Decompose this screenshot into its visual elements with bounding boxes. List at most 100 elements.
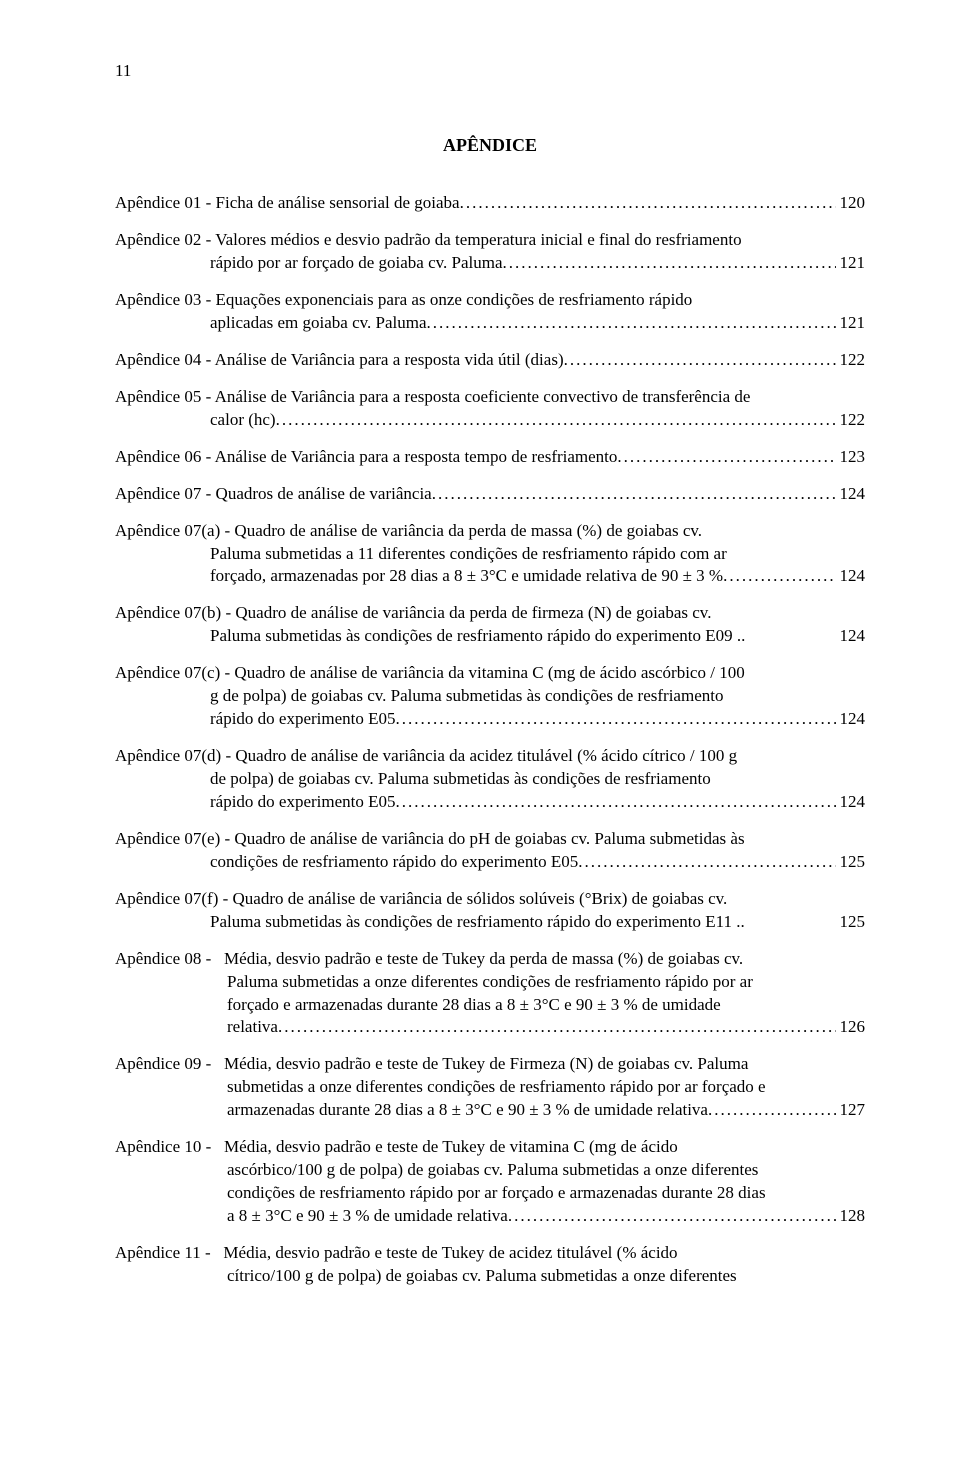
toc-entry-text: Paluma submetidas às condições de resfri… (210, 911, 745, 934)
toc-entry-text: calor (hc) (210, 409, 276, 432)
toc-entry-line: de polpa) de goiabas cv. Paluma submetid… (115, 768, 865, 791)
dot-leader (503, 252, 836, 275)
toc-entry-line: forçado, armazenadas por 28 dias a 8 ± 3… (115, 565, 865, 588)
toc-entry-line: Apêndice 02 - Valores médios e desvio pa… (115, 229, 865, 252)
toc-entry-line: Paluma submetidas a onze diferentes cond… (115, 971, 865, 994)
toc-entry-text: condições de resfriamento rápido por ar … (227, 1182, 766, 1205)
toc-page-number: 124 (836, 708, 866, 731)
toc-entry-line: Apêndice 07(a) - Quadro de análise de va… (115, 520, 865, 543)
toc-entry-line: g de polpa) de goiabas cv. Paluma submet… (115, 685, 865, 708)
toc-entry: Apêndice 04 - Análise de Variância para … (115, 349, 865, 372)
toc-entry: Apêndice 08 - Média, desvio padrão e tes… (115, 948, 865, 1040)
toc-entry-text: cítrico/100 g de polpa) de goiabas cv. P… (227, 1265, 737, 1288)
dot-leader (564, 349, 836, 372)
toc-entry-text: condições de resfriamento rápido do expe… (210, 851, 578, 874)
toc-entry: Apêndice 07(b) - Quadro de análise de va… (115, 602, 865, 648)
toc-page-number: 127 (836, 1099, 866, 1122)
toc-entry-line: aplicadas em goiaba cv. Paluma121 (115, 312, 865, 335)
toc-entry-text: rápido do experimento E05 (210, 791, 396, 814)
toc-entries-container: Apêndice 01 - Ficha de análise sensorial… (115, 192, 865, 1288)
toc-entry-text: relativa (227, 1016, 278, 1039)
toc-entry-text: Apêndice 04 - Análise de Variância para … (115, 349, 564, 372)
toc-page-number: 123 (836, 446, 866, 469)
toc-entry-line: Apêndice 10 - Média, desvio padrão e tes… (115, 1136, 865, 1159)
toc-page-number: 122 (836, 409, 866, 432)
toc-entry-line: Apêndice 07(d) - Quadro de análise de va… (115, 745, 865, 768)
toc-page-number: 125 (836, 911, 866, 934)
toc-entry-text: Apêndice 06 - Análise de Variância para … (115, 446, 617, 469)
toc-entry: Apêndice 05 - Análise de Variância para … (115, 386, 865, 432)
toc-entry: Apêndice 07 - Quadros de análise de vari… (115, 483, 865, 506)
toc-entry: Apêndice 07(d) - Quadro de análise de va… (115, 745, 865, 814)
toc-page-number: 122 (836, 349, 866, 372)
toc-entry-text: Apêndice 08 - Média, desvio padrão e tes… (115, 948, 743, 971)
toc-entry: Apêndice 07(e) - Quadro de análise de va… (115, 828, 865, 874)
toc-entry-line: rápido por ar forçado de goiaba cv. Palu… (115, 252, 865, 275)
toc-entry-text: ascórbico/100 g de polpa) de goiabas cv.… (227, 1159, 758, 1182)
toc-entry-line: ascórbico/100 g de polpa) de goiabas cv.… (115, 1159, 865, 1182)
toc-page-number: 124 (836, 791, 866, 814)
dot-leader (460, 192, 836, 215)
toc-entry-text: Apêndice 02 - Valores médios e desvio pa… (115, 229, 742, 252)
toc-entry-text: submetidas a onze diferentes condições d… (227, 1076, 766, 1099)
toc-entry-text: forçado e armazenadas durante 28 dias a … (227, 994, 721, 1017)
toc-entry-text: forçado, armazenadas por 28 dias a 8 ± 3… (210, 565, 723, 588)
toc-entry-line: armazenadas durante 28 dias a 8 ± 3°C e … (115, 1099, 865, 1122)
toc-entry-line: Apêndice 05 - Análise de Variância para … (115, 386, 865, 409)
page-number: 11 (115, 60, 865, 83)
toc-entry-line: Apêndice 09 - Média, desvio padrão e tes… (115, 1053, 865, 1076)
dot-leader (396, 791, 836, 814)
toc-entry-line: rápido do experimento E05 124 (115, 791, 865, 814)
toc-entry-text: a 8 ± 3°C e 90 ± 3 % de umidade relativa (227, 1205, 508, 1228)
toc-entry-line: Apêndice 07 - Quadros de análise de vari… (115, 483, 865, 506)
toc-entry-text: Paluma submetidas a 11 diferentes condiç… (210, 543, 727, 566)
toc-entry-line: condições de resfriamento rápido por ar … (115, 1182, 865, 1205)
toc-entry-line: Apêndice 07(f) - Quadro de análise de va… (115, 888, 865, 911)
toc-entry: Apêndice 07(f) - Quadro de análise de va… (115, 888, 865, 934)
toc-entry-text: g de polpa) de goiabas cv. Paluma submet… (210, 685, 723, 708)
toc-entry-text: Apêndice 07(f) - Quadro de análise de va… (115, 888, 727, 911)
toc-entry: Apêndice 02 - Valores médios e desvio pa… (115, 229, 865, 275)
toc-entry-text: Apêndice 11 - Média, desvio padrão e tes… (115, 1242, 678, 1265)
dot-leader (427, 312, 836, 335)
toc-entry-line: Apêndice 01 - Ficha de análise sensorial… (115, 192, 865, 215)
toc-entry-text: Apêndice 01 - Ficha de análise sensorial… (115, 192, 460, 215)
dot-leader (396, 708, 836, 731)
toc-entry-line: relativa 126 (115, 1016, 865, 1039)
toc-entry-text: Apêndice 07(a) - Quadro de análise de va… (115, 520, 702, 543)
dot-leader (708, 1099, 836, 1122)
dot-leader (578, 851, 835, 874)
toc-page-number: 124 (836, 483, 866, 506)
toc-entry-text: Apêndice 09 - Média, desvio padrão e tes… (115, 1053, 748, 1076)
toc-entry-line: rápido do experimento E05 124 (115, 708, 865, 731)
toc-entry-text: Paluma submetidas a onze diferentes cond… (227, 971, 753, 994)
toc-entry-text: Apêndice 07(d) - Quadro de análise de va… (115, 745, 737, 768)
appendix-title: APÊNDICE (115, 133, 865, 157)
toc-entry-line: Paluma submetidas a 11 diferentes condiç… (115, 543, 865, 566)
toc-entry-text: Apêndice 07 - Quadros de análise de vari… (115, 483, 432, 506)
toc-entry-text: Apêndice 10 - Média, desvio padrão e tes… (115, 1136, 678, 1159)
toc-entry-line: Apêndice 04 - Análise de Variância para … (115, 349, 865, 372)
toc-entry-line: forçado e armazenadas durante 28 dias a … (115, 994, 865, 1017)
toc-entry-line: condições de resfriamento rápido do expe… (115, 851, 865, 874)
toc-entry-line: submetidas a onze diferentes condições d… (115, 1076, 865, 1099)
toc-entry: Apêndice 11 - Média, desvio padrão e tes… (115, 1242, 865, 1288)
toc-entry-line: a 8 ± 3°C e 90 ± 3 % de umidade relativa… (115, 1205, 865, 1228)
toc-entry-text: rápido do experimento E05 (210, 708, 396, 731)
toc-entry: Apêndice 03 - Equações exponenciais para… (115, 289, 865, 335)
toc-entry: Apêndice 07(c) - Quadro de análise de va… (115, 662, 865, 731)
toc-page-number: 120 (836, 192, 866, 215)
toc-page-number: 124 (836, 625, 866, 648)
toc-page-number: 128 (836, 1205, 866, 1228)
toc-entry-line: Apêndice 07(e) - Quadro de análise de va… (115, 828, 865, 851)
toc-entry: Apêndice 07(a) - Quadro de análise de va… (115, 520, 865, 589)
dot-leader (278, 1016, 836, 1039)
toc-entry-line: calor (hc) 122 (115, 409, 865, 432)
toc-page-number: 121 (836, 312, 866, 335)
toc-entry-text: Apêndice 07(c) - Quadro de análise de va… (115, 662, 745, 685)
dot-leader (508, 1205, 836, 1228)
toc-page-number: 126 (836, 1016, 866, 1039)
toc-page-number: 124 (836, 565, 866, 588)
toc-page-number: 125 (836, 851, 866, 874)
toc-entry-line: cítrico/100 g de polpa) de goiabas cv. P… (115, 1265, 865, 1288)
